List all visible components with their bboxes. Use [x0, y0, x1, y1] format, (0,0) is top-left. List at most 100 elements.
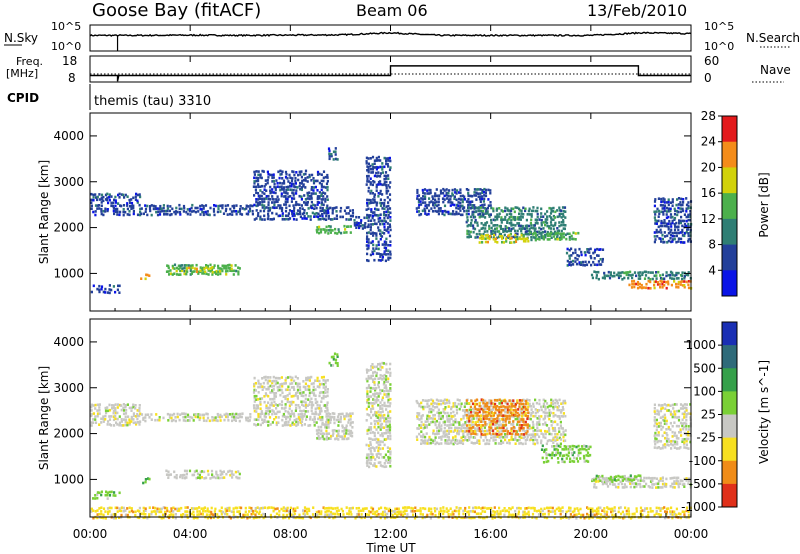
- data-cell: [383, 373, 386, 377]
- data-cell: [470, 441, 473, 444]
- data-cell: [274, 392, 278, 395]
- data-cell: [291, 214, 294, 218]
- data-cell: [285, 420, 288, 424]
- data-cell: [291, 170, 294, 173]
- data-cell: [190, 206, 193, 210]
- data-cell: [336, 364, 339, 367]
- data-cell: [329, 418, 332, 422]
- data-cell: [631, 280, 634, 283]
- data-cell: [315, 228, 318, 232]
- data-cell: [112, 406, 116, 410]
- data-cell: [479, 414, 482, 417]
- data-cell: [90, 424, 93, 427]
- data-cell: [501, 237, 504, 240]
- data-cell: [663, 284, 666, 287]
- data-cell: [306, 194, 309, 197]
- data-cell: [343, 434, 346, 438]
- data-cell: [206, 509, 209, 513]
- data-cell: [197, 210, 200, 213]
- data-cell: [334, 361, 337, 365]
- data-cell: [433, 406, 436, 409]
- data-cell: [277, 170, 280, 174]
- data-cell: [384, 183, 388, 187]
- data-cell: [325, 432, 329, 435]
- data-cell: [308, 173, 311, 177]
- data-cell: [451, 212, 454, 216]
- data-cell: [516, 222, 519, 225]
- data-cell: [132, 510, 135, 514]
- data-cell: [546, 411, 549, 415]
- data-cell: [268, 209, 271, 212]
- data-cell: [453, 441, 457, 444]
- data-cell: [504, 435, 507, 439]
- data-cell: [275, 206, 278, 209]
- data-cell: [165, 212, 168, 216]
- data-cell: [263, 412, 266, 416]
- data-cell: [474, 218, 477, 222]
- data-cell: [289, 195, 292, 198]
- data-cell: [339, 412, 342, 416]
- data-cell: [420, 197, 423, 200]
- data-cell: [472, 407, 475, 411]
- data-cell: [532, 423, 535, 426]
- data-cell: [483, 429, 487, 433]
- data-cell: [374, 388, 377, 392]
- data-cell: [274, 395, 277, 398]
- data-cell: [653, 424, 656, 428]
- data-cell: [148, 513, 151, 516]
- data-cell: [261, 200, 264, 204]
- data-cell: [530, 238, 533, 242]
- data-cell: [387, 258, 390, 261]
- data-cell: [144, 204, 147, 207]
- data-cell: [234, 470, 237, 474]
- data-cell: [287, 218, 290, 221]
- data-cell: [261, 206, 264, 209]
- data-cell: [621, 475, 624, 479]
- data-cell: [579, 263, 582, 266]
- data-cell: [144, 207, 148, 211]
- data-cell: [637, 271, 640, 275]
- data-cell: [177, 264, 180, 268]
- data-cell: [518, 435, 521, 438]
- data-cell: [296, 203, 299, 206]
- data-cell: [416, 417, 419, 420]
- data-cell: [653, 446, 656, 449]
- data-cell: [530, 408, 533, 411]
- data-cell: [293, 414, 296, 418]
- data-cell: [540, 221, 543, 225]
- data-cell: [186, 510, 189, 513]
- data-cell: [221, 204, 224, 207]
- data-cell: [512, 412, 515, 415]
- data-cell: [669, 421, 672, 425]
- data-cell: [203, 470, 206, 474]
- data-cell: [655, 486, 658, 489]
- data-cell: [370, 241, 373, 245]
- data-cell: [322, 203, 325, 207]
- data-cell: [480, 206, 483, 209]
- data-cell: [92, 198, 95, 202]
- data-cell: [331, 209, 334, 212]
- data-cell: [384, 246, 388, 250]
- data-cell: [506, 417, 509, 420]
- data-cell: [257, 418, 260, 422]
- data-cell: [426, 420, 429, 423]
- data-cell: [689, 218, 692, 222]
- data-cell: [260, 410, 263, 413]
- data-cell: [102, 199, 105, 203]
- data-cell: [281, 414, 284, 418]
- data-cell: [369, 443, 372, 447]
- data-cell: [199, 476, 202, 480]
- data-cell: [366, 453, 369, 456]
- data-cell: [534, 435, 537, 438]
- data-cell: [240, 213, 244, 216]
- data-cell: [371, 446, 374, 449]
- data-cell: [367, 405, 370, 408]
- data-cell: [277, 421, 280, 424]
- data-cell: [124, 193, 127, 197]
- data-cell: [664, 416, 667, 420]
- data-cell: [582, 263, 585, 267]
- data-cell: [212, 475, 215, 479]
- data-cell: [490, 429, 493, 432]
- data-cell: [474, 403, 477, 406]
- data-cell: [663, 280, 666, 284]
